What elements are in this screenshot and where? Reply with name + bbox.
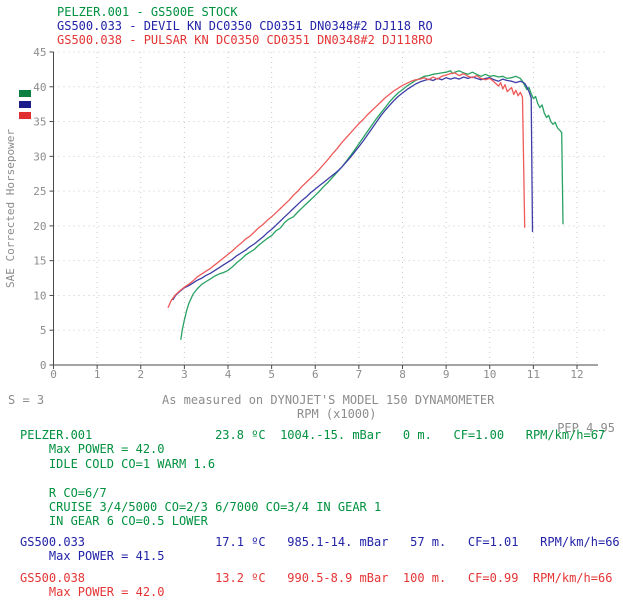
- version-note: PEP 4.95: [557, 421, 615, 435]
- dynamometer-caption: As measured on DYNOJET'S MODEL 150 DYNAM…: [162, 393, 495, 407]
- legend-swatch-gs500-033: [19, 101, 31, 108]
- x-axis-title: RPM (x1000): [297, 407, 377, 421]
- y-tick-label: 35: [33, 116, 46, 129]
- result-line: GS500.038 13.2 ºC 990.5-8.9 mBar 100 m. …: [20, 570, 613, 585]
- result-line: Max POWER = 41.5: [20, 549, 165, 564]
- x-tick-label: 0: [50, 368, 57, 381]
- x-tick-label: 4: [225, 368, 232, 381]
- result-line: CRUISE 3/4/5000 CO=2/3 6/7000 CO=3/4 IN …: [20, 500, 382, 515]
- y-tick-label: 40: [33, 81, 46, 94]
- x-tick-label: 6: [312, 368, 319, 381]
- result-block-pelzer-001: PELZER.001 23.8 ºC 1004.-15. mBar 0 m. C…: [20, 428, 620, 529]
- result-line: GS500.033 17.1 ºC 985.1-14. mBar 57 m. C…: [20, 534, 620, 549]
- legend-swatch-pelzer-001: [19, 90, 31, 97]
- x-tick-label: 3: [181, 368, 188, 381]
- file-title-pelzer-001: PELZER.001 - GS500E STOCK: [57, 5, 238, 19]
- result-line: R CO=6/7: [20, 485, 107, 500]
- x-tick-label: 11: [527, 368, 540, 381]
- y-tick-label: 10: [33, 289, 46, 302]
- y-tick-label: 15: [33, 255, 46, 268]
- power-curve-gs500-038: [167, 72, 526, 308]
- result-block-gs500-038: GS500.038 13.2 ºC 990.5-8.9 mBar 100 m. …: [20, 571, 620, 600]
- smoothing-note: S = 3: [8, 393, 45, 407]
- power-curve-gs500-033: [172, 76, 534, 301]
- power-curve-pelzer-001: [180, 70, 564, 340]
- x-tick-label: 1: [94, 368, 101, 381]
- y-axis-title: SAE Corrected Horsepower: [4, 129, 17, 288]
- result-line: Max POWER = 42.0: [20, 442, 165, 457]
- x-tick-label: 2: [137, 368, 144, 381]
- y-tick-label: 5: [40, 324, 47, 337]
- result-line: IDLE COLD CO=1 WARM 1.6: [20, 456, 216, 471]
- file-header: PELZER.001 - GS500E STOCK GS500.033 - DE…: [57, 5, 433, 47]
- x-tick-label: 9: [443, 368, 450, 381]
- file-title-gs500-033: GS500.033 - DEVIL KN DC0350 CD0351 DN034…: [57, 19, 433, 33]
- y-tick-label: 25: [33, 185, 46, 198]
- x-tick-label: 8: [399, 368, 406, 381]
- y-tick-label: 30: [33, 150, 46, 163]
- x-tick-label: 12: [570, 368, 583, 381]
- result-line: PELZER.001 23.8 ºC 1004.-15. mBar 0 m. C…: [20, 428, 606, 442]
- legend-swatch-gs500-038: [19, 112, 31, 119]
- file-title-gs500-038: GS500.038 - PULSAR KN DC0350 CD0351 DN03…: [57, 33, 433, 47]
- y-tick-label: 20: [33, 220, 46, 233]
- y-tick-label: 45: [33, 46, 46, 59]
- y-tick-label: 0: [40, 359, 47, 372]
- x-tick-label: 10: [483, 368, 496, 381]
- chart-caption-row: S = 3 RPM (x1000) PEP 4.95: [0, 379, 623, 435]
- result-line: Max POWER = 42.0: [20, 585, 165, 600]
- result-line: [20, 471, 620, 485]
- result-block-gs500-033: GS500.033 17.1 ºC 985.1-14. mBar 57 m. C…: [20, 535, 620, 564]
- results-section: PELZER.001 23.8 ºC 1004.-15. mBar 0 m. C…: [20, 428, 620, 599]
- x-tick-label: 7: [356, 368, 363, 381]
- result-line: IN GEAR 6 CO=0.5 LOWER: [20, 514, 208, 529]
- x-tick-label: 5: [268, 368, 275, 381]
